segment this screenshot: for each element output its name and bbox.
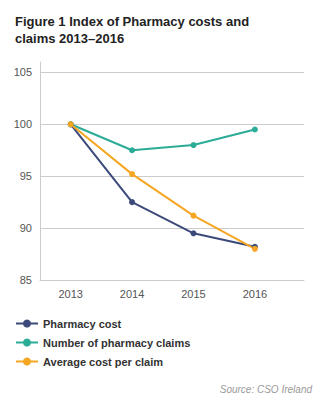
svg-text:Average cost per claim: Average cost per claim: [43, 356, 163, 368]
svg-text:95: 95: [20, 170, 32, 182]
svg-text:Number of pharmacy claims: Number of pharmacy claims: [43, 337, 190, 349]
svg-text:Source: CSO Ireland: Source: CSO Ireland: [220, 384, 313, 395]
svg-text:100: 100: [14, 118, 32, 130]
svg-text:2013: 2013: [58, 288, 82, 300]
svg-text:85: 85: [20, 274, 32, 286]
svg-text:105: 105: [14, 66, 32, 78]
svg-text:2015: 2015: [181, 288, 205, 300]
svg-text:claims 2013–2016: claims 2013–2016: [15, 31, 124, 46]
svg-text:90: 90: [20, 222, 32, 234]
svg-text:2016: 2016: [243, 288, 267, 300]
svg-text:Pharmacy cost: Pharmacy cost: [43, 318, 122, 330]
svg-text:2014: 2014: [120, 288, 144, 300]
svg-text:Figure 1 Index of Pharmacy cos: Figure 1 Index of Pharmacy costs and: [15, 14, 249, 29]
